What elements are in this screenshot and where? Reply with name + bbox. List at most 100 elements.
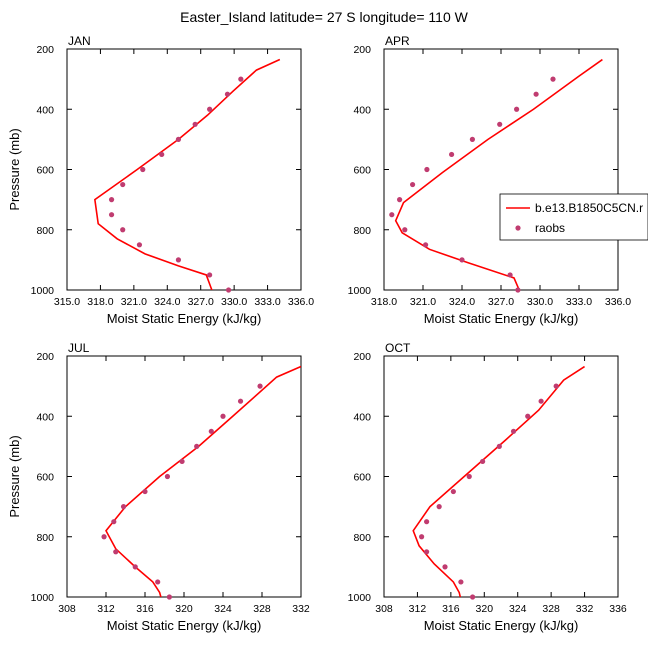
raobs-point [469,594,476,600]
raobs-point [238,76,244,82]
raobs-point [469,136,475,142]
y-tick-label: 800 [36,225,54,237]
x-tick-label: 333.0 [566,296,592,308]
y-tick-label: 400 [36,104,54,116]
y-tick-label: 200 [353,351,371,363]
x-tick-label: 324 [214,603,232,615]
chart-panel-jan: 315.0 318.0 321.0 324.0 327.0 330.0 333.0 336.0… [7,34,314,326]
y-tick-label: 1000 [31,592,55,604]
raobs-point [436,504,442,510]
x-tick-label: 324.0 [154,296,180,308]
y-tick-label: 600 [36,472,54,484]
raobs-point [507,272,513,278]
raobs-point [525,413,531,419]
x-tick-label: 333.0 [254,296,280,308]
raobs-point [192,121,198,127]
raobs-point [108,197,115,203]
x-tick-label: 327.0 [488,296,514,308]
raobs-point [449,151,455,158]
raobs-point [515,287,521,293]
x-tick-label: 336 [609,603,627,615]
raobs-point [225,287,232,293]
raobs-point [194,443,200,449]
y-tick-label: 400 [36,411,54,423]
raobs-point [207,106,213,112]
y-tick-label: 1000 [348,285,372,297]
y-tick-label: 1000 [348,592,372,604]
x-axis-label: Moist Static Energy (kJ/kg) [424,311,579,326]
x-tick-label: 308 [375,603,393,615]
raobs-point [111,519,117,525]
x-tick-label: 316 [442,603,460,615]
raobs-point [101,534,107,540]
raobs-point [458,579,464,585]
raobs-point [402,227,408,233]
raobs-point [175,257,182,263]
raobs-point [410,181,416,188]
x-tick-label: 324.0 [449,296,475,308]
x-tick-label: 318.0 [87,296,113,308]
x-tick-label: 336.0 [605,296,631,308]
y-tick-label: 1000 [31,285,55,297]
x-tick-label: 328 [253,603,271,615]
x-axis-label: Moist Static Energy (kJ/kg) [107,311,262,326]
legend-point-swatch [515,225,521,231]
raobs-point [132,564,138,570]
raobs-point [497,121,503,127]
y-tick-label: 800 [353,532,371,544]
raobs-point [164,473,171,480]
y-tick-label: 400 [353,104,371,116]
raobs-point [419,534,425,540]
x-tick-label: 312 [97,603,115,615]
panels: 315.0 318.0 321.0 324.0 327.0 330.0 333.0 336.0… [7,34,648,633]
raobs-point [108,212,115,218]
x-axis-label: Moist Static Energy (kJ/kg) [424,618,579,633]
x-tick-label: 315.0 [54,296,80,308]
raobs-point [423,242,429,248]
legend-box [499,193,648,241]
raobs-point [450,488,456,495]
x-tick-label: 332 [576,603,594,615]
y-tick-label: 400 [353,411,371,423]
raobs-point [389,212,395,218]
x-tick-label: 330.0 [221,296,247,308]
panel-label: OCT [385,341,411,355]
y-axis-label: Pressure (mb) [7,128,22,210]
x-tick-label: 316 [136,603,154,615]
raobs-point [496,443,502,449]
y-tick-label: 600 [353,165,371,177]
panel-label: JAN [68,34,91,48]
model-line [412,365,586,597]
x-tick-label: 320 [476,603,494,615]
raobs-point [207,272,213,278]
chart-panel-apr: 318.0 321.0 324.0 327.0 330.0 333.0 336.0 200 40… [348,34,648,326]
chart-panel-jul: 308 312 316 320 324 328 332 200 400 600 800 1000 JUL… [7,341,310,633]
model-line [105,365,301,597]
raobs-point [140,166,146,173]
raobs-point [166,594,172,600]
raobs-point [120,504,127,510]
raobs-point [155,579,161,585]
raobs-point [136,242,143,248]
raobs-point [175,136,182,142]
legend-entry-model: b.e13.B1850C5CN.r [535,201,643,215]
x-tick-label: 321.0 [121,296,147,308]
x-tick-label: 312 [409,603,427,615]
raobs-point [120,181,126,188]
chart-panel-oct: 308 312 316 320 324 328 332 336 200 400 600 800 1000… [348,341,627,633]
raobs-point [424,519,430,525]
raobs-point [424,166,430,173]
raobs-point [459,257,465,263]
raobs-point [480,458,486,465]
x-tick-label: 330.0 [527,296,553,308]
raobs-point [397,197,403,203]
legend-entry-raobs: raobs [535,221,565,235]
raobs-point [257,383,263,389]
raobs-point [533,91,539,97]
panel-label: JUL [68,341,90,355]
raobs-point [510,428,517,434]
raobs-point [224,91,231,97]
raobs-point [179,458,185,465]
